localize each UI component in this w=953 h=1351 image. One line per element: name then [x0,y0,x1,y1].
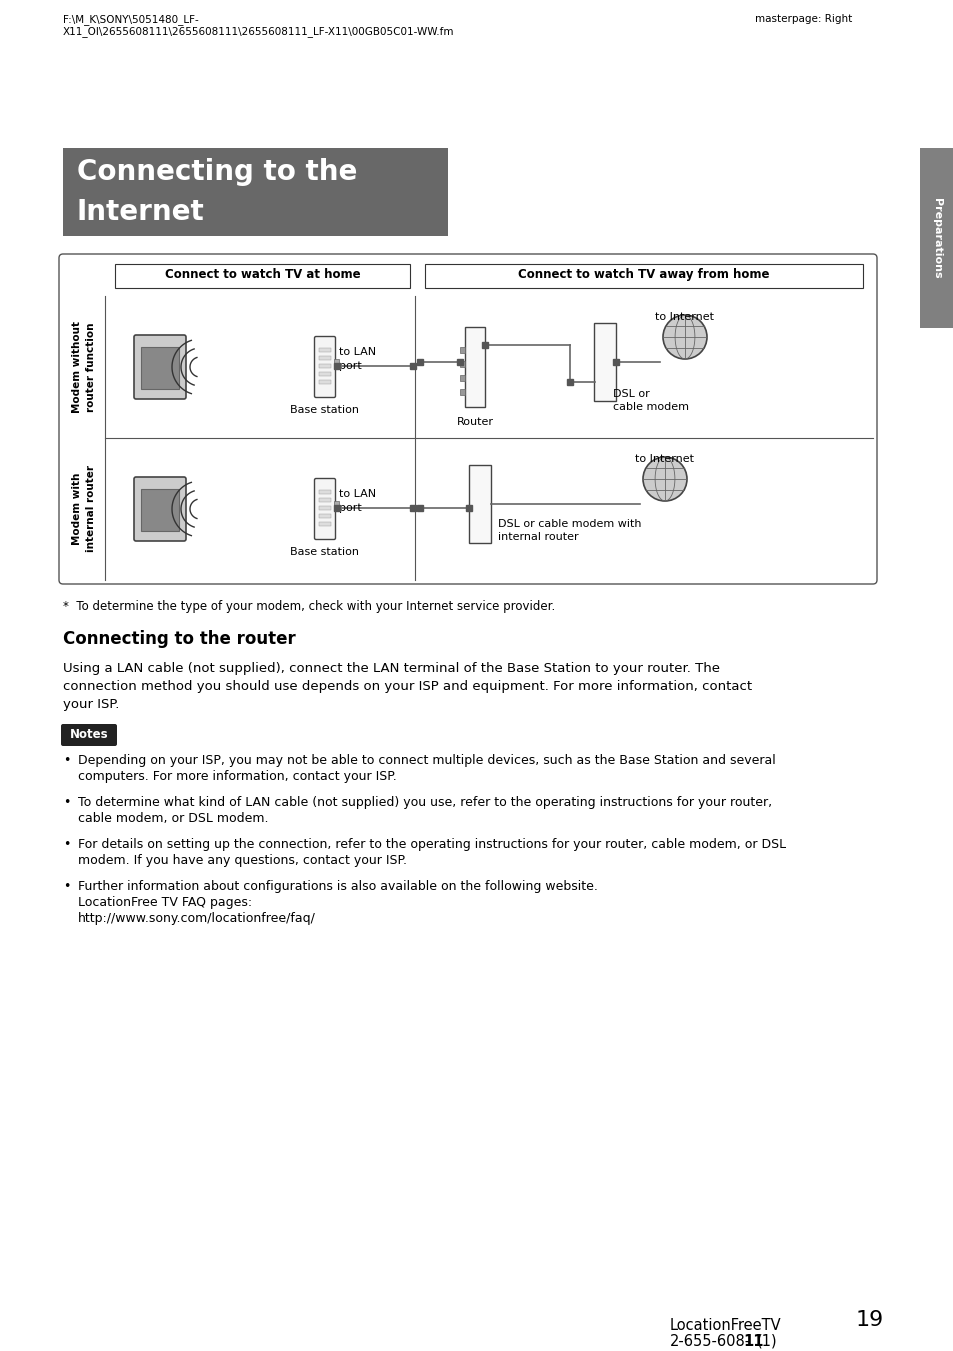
FancyBboxPatch shape [318,507,331,509]
Text: Preparations: Preparations [931,197,941,278]
Text: to Internet: to Internet [655,312,714,322]
Text: Connecting to the: Connecting to the [77,158,357,186]
Circle shape [642,457,686,501]
Text: modem. If you have any questions, contact your ISP.: modem. If you have any questions, contac… [78,854,407,867]
Text: Further information about configurations is also available on the following webs: Further information about configurations… [78,880,598,893]
Text: computers. For more information, contact your ISP.: computers. For more information, contact… [78,770,396,784]
FancyBboxPatch shape [594,323,616,401]
FancyBboxPatch shape [314,336,335,397]
Text: To determine what kind of LAN cable (not supplied) you use, refer to the operati: To determine what kind of LAN cable (not… [78,796,771,809]
Text: to Internet: to Internet [635,454,694,463]
FancyBboxPatch shape [133,335,186,399]
Text: masterpage: Right: masterpage: Right [754,14,851,24]
Text: F:\M_K\SONY\5051480_LF-: F:\M_K\SONY\5051480_LF- [63,14,198,24]
Text: Using a LAN cable (not supplied), connect the LAN terminal of the Base Station t: Using a LAN cable (not supplied), connec… [63,662,720,676]
FancyBboxPatch shape [59,254,876,584]
Text: Base station: Base station [291,547,359,557]
Text: Modem without
router function: Modem without router function [72,322,95,413]
Circle shape [662,315,706,359]
FancyBboxPatch shape [459,376,464,381]
Text: Notes: Notes [70,728,109,742]
Text: Modem with
internal router: Modem with internal router [72,466,95,553]
Text: •: • [63,754,71,767]
FancyBboxPatch shape [318,513,331,517]
Text: X11_OI\2655608111\2655608111\2655608111_LF-X11\00GB05C01-WW.fm: X11_OI\2655608111\2655608111\2655608111_… [63,26,454,36]
FancyBboxPatch shape [318,357,331,359]
Text: Router: Router [456,417,493,427]
Text: DSL or cable modem with
internal router: DSL or cable modem with internal router [497,519,640,542]
Text: connection method you should use depends on your ISP and equipment. For more inf: connection method you should use depends… [63,680,751,693]
FancyBboxPatch shape [334,501,338,507]
Text: 19: 19 [855,1310,883,1329]
FancyBboxPatch shape [459,361,464,367]
Text: 11: 11 [742,1333,762,1350]
FancyBboxPatch shape [314,478,335,539]
FancyBboxPatch shape [318,521,331,526]
Text: Connect to watch TV away from home: Connect to watch TV away from home [517,267,769,281]
Text: (1): (1) [757,1333,777,1350]
FancyBboxPatch shape [318,363,331,367]
Text: •: • [63,838,71,851]
Text: DSL or
cable modem: DSL or cable modem [613,389,688,412]
Text: For details on setting up the connection, refer to the operating instructions fo: For details on setting up the connection… [78,838,785,851]
Text: Connecting to the router: Connecting to the router [63,630,295,648]
Text: •: • [63,880,71,893]
Text: 2-655-608-: 2-655-608- [669,1333,750,1350]
Text: Connect to watch TV at home: Connect to watch TV at home [165,267,360,281]
FancyBboxPatch shape [61,724,117,746]
FancyBboxPatch shape [318,372,331,376]
FancyBboxPatch shape [459,389,464,394]
FancyBboxPatch shape [424,263,862,288]
FancyBboxPatch shape [63,149,448,236]
FancyBboxPatch shape [318,380,331,384]
Text: your ISP.: your ISP. [63,698,119,711]
FancyBboxPatch shape [318,490,331,494]
FancyBboxPatch shape [318,499,331,503]
FancyBboxPatch shape [141,489,179,531]
Text: •: • [63,796,71,809]
Text: Depending on your ISP, you may not be able to connect multiple devices, such as : Depending on your ISP, you may not be ab… [78,754,775,767]
Text: LocationFree TV FAQ pages:: LocationFree TV FAQ pages: [78,896,252,909]
FancyBboxPatch shape [469,465,491,543]
Text: http://www.sony.com/locationfree/faq/: http://www.sony.com/locationfree/faq/ [78,912,315,925]
Text: Internet: Internet [77,199,205,226]
FancyBboxPatch shape [464,327,484,407]
FancyBboxPatch shape [459,347,464,353]
FancyBboxPatch shape [133,477,186,540]
FancyBboxPatch shape [334,359,338,365]
Text: Base station: Base station [291,405,359,415]
Text: to LAN
port: to LAN port [338,489,375,512]
FancyBboxPatch shape [141,347,179,389]
Text: LocationFreeTV: LocationFreeTV [669,1319,781,1333]
Text: cable modem, or DSL modem.: cable modem, or DSL modem. [78,812,268,825]
FancyBboxPatch shape [115,263,410,288]
FancyBboxPatch shape [318,349,331,353]
Text: to LAN
port: to LAN port [338,347,375,370]
FancyBboxPatch shape [919,149,953,328]
Text: *  To determine the type of your modem, check with your Internet service provide: * To determine the type of your modem, c… [63,600,555,613]
